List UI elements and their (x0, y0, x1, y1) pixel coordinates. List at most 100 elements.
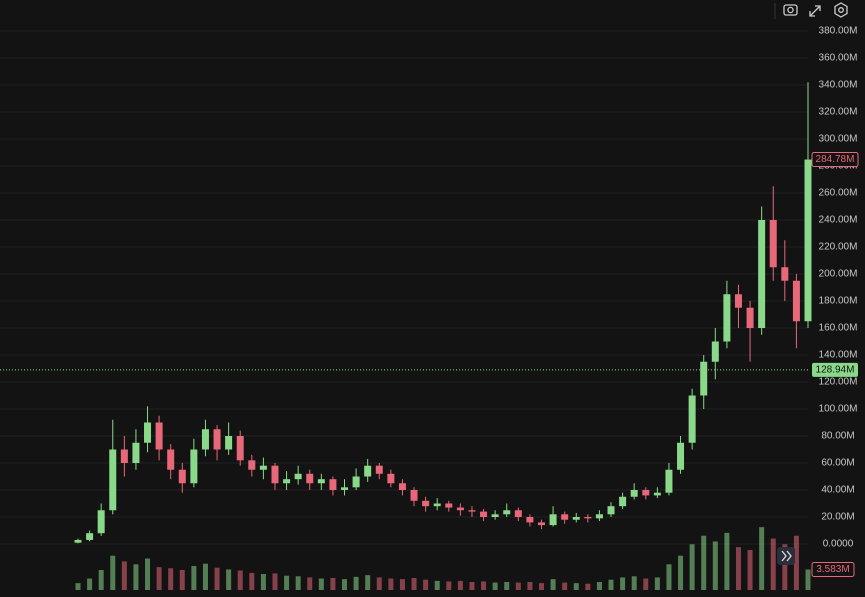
volume-bar (469, 582, 475, 590)
candle-body (410, 490, 418, 501)
volume-bar (191, 566, 197, 590)
candle-body (595, 514, 603, 519)
volume-bar (643, 578, 649, 590)
candle-body (781, 267, 789, 281)
candle-body (468, 510, 476, 512)
volume-bar (168, 568, 174, 590)
y-tick-label: 200.00M (819, 269, 858, 280)
volume-bar (573, 583, 579, 590)
volume-bar (330, 578, 336, 590)
volume-bar (342, 579, 348, 590)
candle-body (225, 436, 233, 450)
candle-body (144, 422, 152, 443)
candle-body (387, 473, 395, 484)
y-tick-label: 320.00M (819, 107, 858, 118)
volume-bar (538, 583, 544, 590)
candle-body (190, 449, 198, 484)
volume-bar (735, 547, 741, 590)
candle-body (422, 500, 430, 507)
candle-body (213, 429, 221, 450)
candle-body (433, 503, 441, 507)
y-tick-label: 60.00M (821, 458, 854, 469)
y-tick-label: 180.00M (819, 296, 858, 307)
volume-bar (121, 561, 127, 590)
candle-body (329, 479, 337, 490)
volume-bar (98, 570, 104, 590)
candle-body (271, 465, 279, 484)
volume-bar (376, 577, 382, 590)
y-tick-label: 40.00M (821, 485, 854, 496)
volume-bar (272, 573, 278, 590)
fullscreen-button[interactable] (809, 5, 821, 17)
candle-body (711, 341, 719, 362)
candle-body (526, 517, 534, 523)
volume-tag (811, 562, 855, 578)
y-tick-label: 80.00M (821, 431, 854, 442)
volume-bar (747, 550, 753, 590)
candle-body (537, 522, 545, 526)
candle-body (723, 294, 731, 342)
candle-body (688, 395, 696, 443)
candle-body (398, 483, 406, 490)
candle-body (201, 429, 209, 450)
candle-body (503, 510, 511, 515)
screenshot-button[interactable] (783, 4, 798, 16)
candle-body (155, 422, 163, 450)
candle-body (341, 487, 349, 490)
last-price-tag (811, 152, 859, 168)
volume-bar (550, 579, 556, 590)
volume-bar (759, 527, 765, 590)
volume-bar (133, 564, 139, 590)
y-tick-label: 340.00M (819, 80, 858, 91)
volume-bar (596, 582, 602, 590)
volume-bar (446, 581, 452, 590)
volume-bar (411, 578, 417, 590)
candle-body (294, 473, 302, 480)
y-tick-label: 240.00M (819, 215, 858, 226)
candle-body (734, 294, 742, 308)
volume-bar (260, 574, 266, 590)
grid (0, 30, 808, 545)
volume-bar (145, 558, 151, 590)
candle-body (549, 514, 557, 526)
candle-body (677, 442, 685, 470)
candle-body (236, 436, 244, 461)
y-tick-label: 0.0000 (823, 539, 854, 550)
volume-bar (481, 581, 487, 590)
candle-body (86, 533, 94, 540)
volume-bar (179, 570, 185, 590)
candle-body (364, 465, 372, 477)
candle-body (561, 514, 569, 520)
candle-body (283, 479, 291, 484)
candle-body (572, 517, 580, 520)
candle-body (97, 510, 105, 534)
volume-bar (562, 582, 568, 590)
candle-body (120, 449, 128, 463)
volume-bar (237, 570, 243, 590)
volume-bar (110, 555, 116, 590)
settings-button[interactable] (834, 2, 848, 18)
volume-bar (457, 580, 463, 590)
y-tick-label: 300.00M (819, 134, 858, 145)
volume-bar (712, 541, 718, 590)
volume-bar (608, 579, 614, 590)
candle-body (456, 507, 464, 511)
scroll-button[interactable] (777, 547, 795, 565)
volume-bar (701, 535, 707, 590)
candle-body (607, 506, 615, 515)
volume-bar (689, 544, 695, 590)
plot (74, 82, 812, 590)
volume-bar (793, 535, 799, 590)
candle-body (259, 465, 267, 470)
volume-bar (620, 577, 626, 590)
volume-bar (724, 532, 730, 590)
volume-label: 3.583M (816, 564, 849, 575)
volume-bar (678, 555, 684, 590)
volume-bar (515, 582, 521, 590)
volume-bar (434, 580, 440, 590)
candle-body (792, 280, 800, 322)
volume-bar (805, 569, 811, 590)
volume-bar (156, 567, 162, 590)
